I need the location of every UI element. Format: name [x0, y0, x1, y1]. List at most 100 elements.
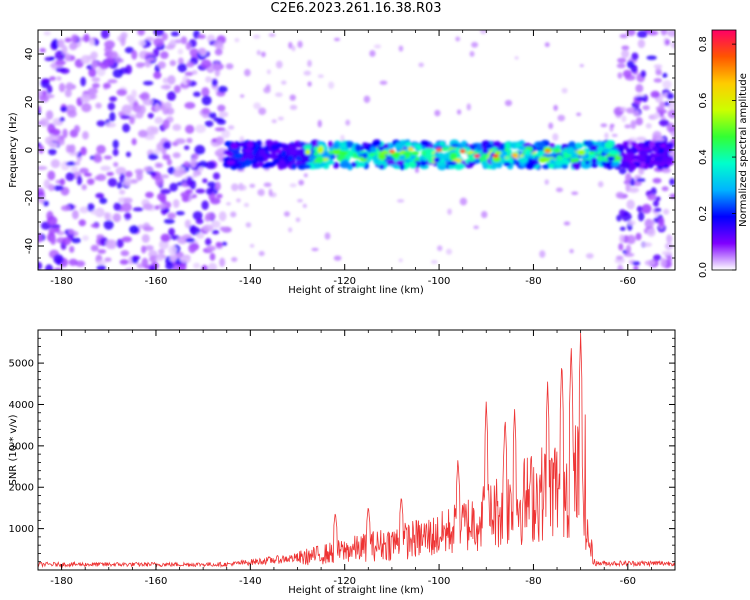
spectrogram-cell [38, 166, 48, 171]
spectrogram-cell [83, 33, 90, 43]
spectrogram-cell [69, 42, 78, 51]
spectrogram-cell [258, 149, 266, 157]
spectrogram-cell [169, 60, 177, 67]
spectrogram-cell [201, 107, 210, 115]
spectrogram-cell [79, 206, 89, 214]
spectrogram-cell [662, 80, 672, 89]
spectrogram-ytick-label: 20 [24, 96, 35, 109]
spectrogram-cell [43, 200, 49, 207]
spectrogram-cell [114, 57, 124, 63]
colorbar-tick-label: 0.4 [698, 149, 709, 165]
spectrogram-cell [288, 155, 294, 162]
spectrogram-cell [289, 94, 296, 101]
spectrogram-cell [172, 265, 181, 270]
spectrogram-cell [449, 152, 458, 160]
spectrogram-cell [136, 171, 143, 181]
spectrogram-cell [129, 116, 135, 125]
spectrogram-cell [637, 39, 646, 49]
spectrogram-cell [511, 158, 518, 165]
spectrogram-cell [469, 50, 475, 57]
spectrogram-cell [653, 254, 662, 261]
spectrogram-cell [620, 161, 630, 169]
spectrogram-cell [137, 30, 145, 36]
spectrogram-cell [535, 141, 546, 149]
spectrogram-cell [328, 81, 335, 89]
snr-frame [37, 329, 676, 571]
spectrogram-cell [434, 109, 441, 117]
spectrogram-cell [113, 202, 122, 211]
spectrogram-cell [185, 42, 192, 51]
spectrogram-cell [192, 211, 203, 221]
spectrogram-cell [654, 140, 663, 146]
spectrogram-cell [344, 140, 355, 148]
spectrogram-cell [80, 76, 87, 87]
spectrogram-cell [91, 59, 98, 70]
spectrogram-cell [164, 101, 172, 109]
spectrogram-cell [184, 101, 196, 109]
spectrogram-cell [201, 264, 208, 270]
spectrogram-cell [664, 38, 670, 46]
spectrogram-cell [104, 257, 112, 262]
spectrogram-cell [142, 80, 154, 86]
spectrogram-cell [234, 37, 240, 43]
spectrogram-xtick-label: -100 [428, 276, 451, 287]
spectrogram-cell [48, 142, 59, 149]
spectrogram-cell [50, 236, 56, 245]
spectrogram-cell [268, 33, 276, 37]
spectrogram-cell [163, 218, 175, 224]
snr-xtick-label: -100 [428, 576, 451, 587]
spectrogram-cell [142, 99, 154, 106]
spectrogram-cell [160, 188, 171, 195]
spectrogram-cell [660, 257, 667, 268]
spectrogram-cell [172, 152, 181, 159]
spectrogram-cell [249, 243, 255, 248]
spectrogram-cell [600, 123, 608, 128]
spectrogram-cell [161, 32, 168, 41]
spectrogram-cell [640, 70, 647, 78]
spectrogram-cell [399, 163, 405, 171]
spectrogram-cell [333, 161, 340, 169]
spectrogram-cell [357, 161, 366, 168]
spectrogram-cell [626, 199, 635, 210]
spectrogram-cell [414, 167, 420, 173]
spectrogram-cell [420, 160, 427, 167]
spectrogram-cell [154, 103, 161, 112]
spectrogram-cell [58, 82, 66, 93]
snr-ytick-label: 3000 [9, 441, 34, 452]
spectrogram-cell [621, 45, 630, 51]
spectrogram-cell [466, 103, 471, 111]
spectrogram-cell [175, 211, 185, 216]
spectrogram-cell [270, 143, 281, 151]
spectrogram-cell [82, 235, 89, 241]
spectrogram-cell [641, 203, 652, 214]
spectrogram-cell [197, 34, 206, 39]
spectrogram-cell [629, 162, 637, 171]
spectrogram-cell [142, 226, 154, 232]
spectrogram-cell [43, 31, 51, 36]
spectrogram-cell [633, 266, 639, 270]
spectrogram-chart: -180 -160 -140 -120 -100 -80 -60 -40 -20 0 20 40 He… [8, 29, 749, 296]
spectrogram-cell [472, 144, 478, 149]
spectrogram-cell [631, 52, 639, 61]
spectrogram-cell [456, 109, 462, 115]
spectrogram-cell [288, 227, 293, 233]
spectrogram-cell [263, 153, 269, 162]
spectrogram-cell [244, 158, 252, 167]
spectrogram-cell [211, 78, 218, 87]
spectrogram-cell [211, 229, 220, 235]
spectrogram-cell [231, 257, 238, 263]
spectrogram-cell [168, 227, 175, 236]
spectrogram-cell [90, 223, 100, 228]
spectrogram-cell [103, 220, 114, 230]
spectrogram-cell [195, 124, 206, 134]
spectrogram-cell [450, 143, 460, 148]
spectrogram-cell [354, 144, 361, 152]
spectrogram-cell [218, 211, 227, 222]
spectrogram-cell [100, 165, 111, 171]
spectrogram-cell [109, 96, 118, 102]
spectrogram-cell [258, 251, 265, 257]
spectrogram-cell [553, 164, 564, 169]
spectrogram-hotspot [407, 146, 414, 151]
spectrogram-cell [625, 172, 632, 183]
spectrogram-cell [169, 253, 177, 262]
